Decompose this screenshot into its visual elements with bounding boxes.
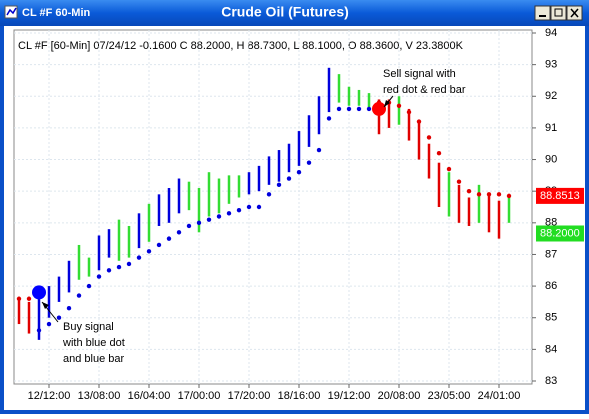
x-tick-label: 19/12:00	[328, 390, 371, 402]
y-tick-label: 86	[545, 280, 557, 292]
signal-dot	[196, 220, 202, 226]
signal-dot	[266, 192, 272, 197]
title-bar	[0, 0, 589, 26]
signal-dot	[86, 283, 92, 289]
signal-dot	[206, 217, 212, 222]
signal-dot	[306, 160, 312, 165]
signal-dot	[216, 214, 222, 219]
signal-dot	[126, 261, 132, 267]
signal-dot	[66, 306, 72, 311]
y-tick-label: 85	[545, 312, 557, 324]
signal-dot	[166, 236, 172, 241]
y-tick-label: 92	[545, 90, 557, 102]
x-tick-label: 17/20:00	[228, 390, 271, 402]
signal-dot	[416, 119, 422, 124]
signal-dot	[276, 182, 282, 188]
maximize-glyph	[554, 8, 563, 17]
signal-dot	[186, 223, 192, 229]
signal-dot	[56, 315, 62, 320]
x-tick-label: 23/05:00	[428, 390, 471, 402]
signal-dot	[476, 192, 482, 197]
signal-dot	[246, 204, 252, 210]
buy-arrowhead	[42, 302, 49, 309]
y-tick-label: 93	[545, 59, 557, 71]
signal-dot	[46, 321, 52, 327]
y-tick-label: 87	[545, 248, 557, 260]
signal-dot	[326, 116, 332, 121]
signal-dot	[236, 207, 242, 213]
last-value-box	[536, 187, 584, 204]
x-tick-label: 18/16:00	[278, 390, 321, 402]
signal-dot	[466, 188, 472, 194]
signal-marker	[372, 101, 386, 116]
signal-dot	[296, 170, 302, 175]
window-title: CL #F 60-Min	[22, 7, 91, 19]
x-tick-label: 13/08:00	[78, 390, 121, 402]
buy-annotation: and blue bar	[63, 353, 124, 365]
last-value-label: 88.8513	[540, 190, 580, 202]
signal-dot	[146, 249, 152, 254]
signal-dot	[496, 192, 502, 197]
signal-dot	[76, 293, 82, 298]
signal-dot	[26, 296, 32, 301]
last-value-box	[536, 225, 584, 242]
signal-dot	[116, 264, 122, 270]
signal-dot	[406, 109, 412, 115]
annotation-arrows	[41, 95, 394, 323]
signal-dot	[96, 274, 102, 279]
app-icon-glyph	[6, 7, 17, 16]
info-line: CL #F [60-Min] 07/24/12 -0.1600 C 88.200…	[18, 40, 464, 52]
y-tick-label: 90	[545, 153, 557, 165]
signal-dot	[356, 106, 362, 112]
signal-dot	[136, 255, 142, 260]
chart-title: Crude Oil (Futures)	[221, 4, 349, 20]
minimize-button[interactable]	[534, 5, 551, 21]
signal-dot	[366, 106, 372, 112]
signal-dot	[156, 242, 162, 248]
x-tick-label: 20/08:00	[378, 390, 421, 402]
window-buttons	[534, 5, 583, 21]
buy-annotation: Buy signal	[63, 321, 114, 333]
maximize-button[interactable]	[550, 5, 567, 21]
x-tick-label: 24/01:00	[478, 390, 521, 402]
signal-dot	[486, 192, 492, 197]
signal-dot	[286, 176, 292, 181]
close-glyph	[570, 8, 579, 18]
signal-dot	[36, 328, 42, 333]
y-tick-label: 84	[545, 343, 557, 355]
x-tick-label: 17/00:00	[178, 390, 221, 402]
signal-dot	[346, 106, 352, 112]
sell-annotation: Sell signal with	[383, 68, 456, 80]
signal-dot	[256, 204, 262, 210]
signal-dot	[436, 151, 442, 156]
signal-dot	[16, 296, 22, 301]
signal-dot	[176, 230, 182, 235]
y-tick-label: 83	[545, 375, 557, 387]
sell-annotation: red dot & red bar	[383, 84, 466, 96]
x-tick-label: 12/12:00	[28, 390, 71, 402]
signal-dot	[226, 211, 232, 216]
signal-dot	[426, 135, 432, 140]
last-value-label: 88.2000	[540, 227, 580, 239]
signal-dot	[316, 147, 322, 153]
signal-dot	[506, 193, 512, 199]
signal-dot	[336, 106, 342, 112]
plot: 83848586878889909192939412/12:0013/08:00…	[14, 27, 584, 402]
signal-dot	[106, 268, 112, 273]
y-tick-label: 94	[545, 27, 557, 39]
sell-arrowhead	[384, 100, 390, 107]
buy-annotation: with blue dot	[62, 337, 125, 349]
y-tick-label: 91	[545, 122, 557, 134]
signal-dot	[446, 166, 452, 172]
signal-dot	[396, 103, 402, 108]
signal-dot	[456, 179, 462, 184]
signal-marker	[32, 285, 46, 300]
x-tick-label: 16/04:00	[128, 390, 171, 402]
plot-frame	[13, 29, 533, 385]
